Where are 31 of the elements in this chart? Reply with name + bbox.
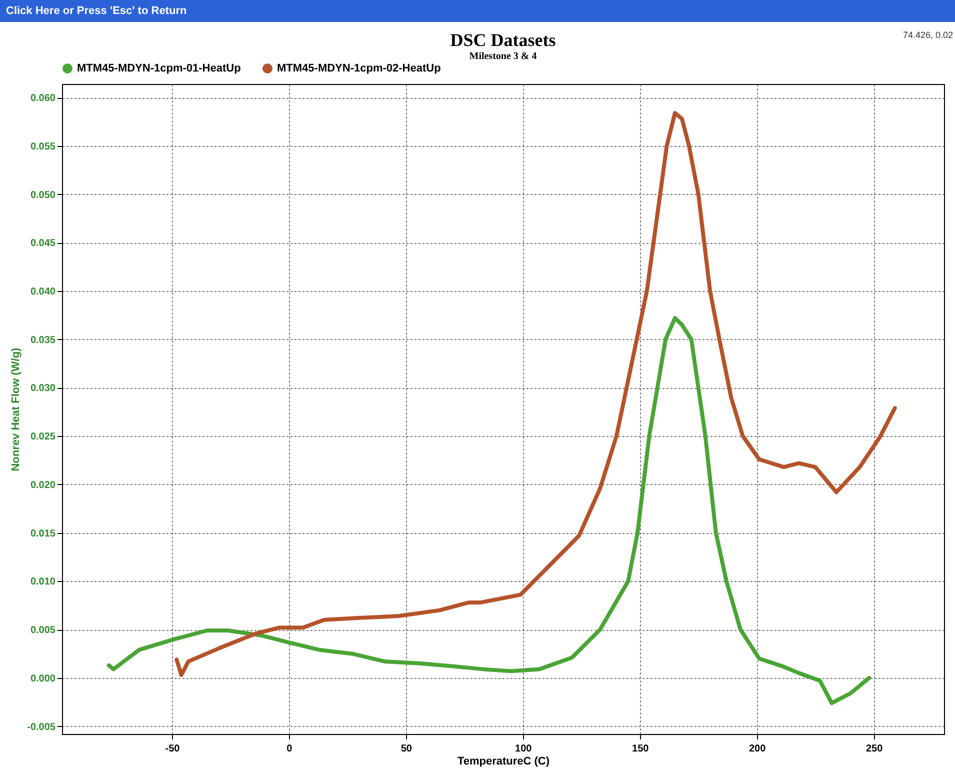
- y-tick-label: 0.020: [30, 480, 56, 491]
- y-tick-label: 0.035: [30, 334, 56, 346]
- x-tick-label: 150: [632, 744, 650, 754]
- chart-subtitle: Milestone 3 & 4: [469, 51, 537, 62]
- y-tick-label: 0.060: [30, 93, 56, 104]
- y-tick-label: 0.030: [30, 383, 56, 394]
- y-tick-label: 0.045: [30, 238, 56, 250]
- x-tick-label: 200: [748, 744, 766, 754]
- chart-title: DSC Datasets: [450, 30, 556, 50]
- legend-label: MTM45-MDYN-1cpm-02-HeatUp: [277, 62, 442, 74]
- legend-label: MTM45-MDYN-1cpm-01-HeatUp: [77, 62, 242, 74]
- y-tick-label: 0.000: [30, 673, 56, 684]
- line-series: [174, 111, 897, 677]
- y-tick-label: 0.050: [30, 190, 56, 201]
- y-tick-label: 0.010: [30, 576, 56, 588]
- text: 74.426, 0.02: [902, 30, 953, 40]
- x-tick-label: -50: [165, 744, 180, 754]
- x-tick-label: 250: [866, 744, 884, 754]
- y-axis-title: Nonrev Heat Flow (W/g): [10, 347, 22, 472]
- text: Click Here or Press 'Esc' to Return: [0, 0, 955, 22]
- y-tick-label: 0.015: [30, 528, 56, 540]
- y-tick-label: -0.005: [27, 722, 56, 733]
- y-tick-label: 0.055: [30, 141, 56, 152]
- y-tick-label: 0.025: [30, 432, 56, 443]
- x-tick-label: 100: [515, 744, 532, 754]
- x-tick-label: 0: [286, 744, 293, 754]
- x-axis-title: TemperatureC (C): [457, 756, 550, 768]
- y-tick-label: 0.040: [30, 286, 56, 298]
- x-tick-label: 50: [400, 744, 412, 754]
- line-series: [106, 316, 872, 706]
- y-tick-label: 0.005: [30, 625, 56, 636]
